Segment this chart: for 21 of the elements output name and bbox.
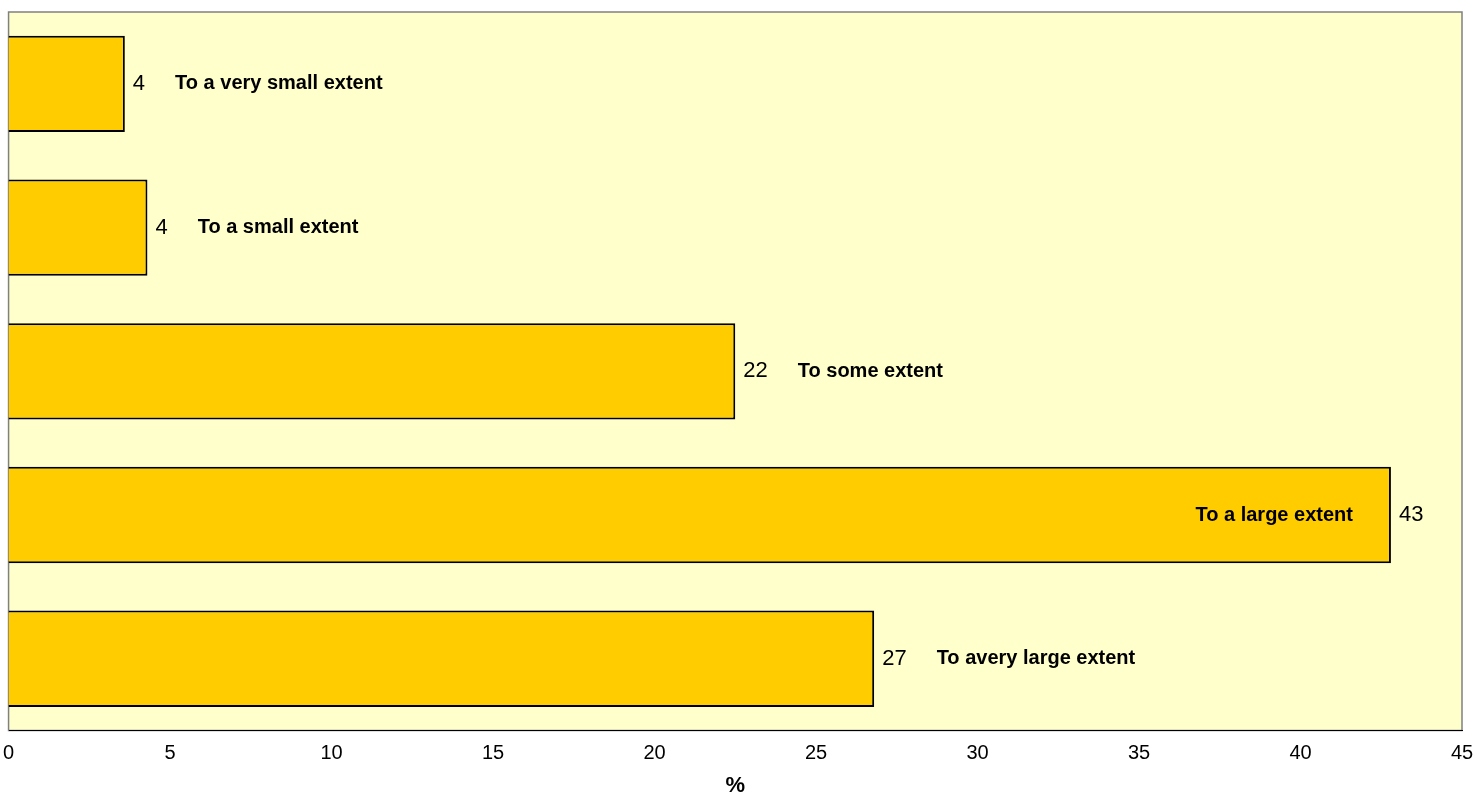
x-tick-label: 25 bbox=[804, 741, 828, 764]
data-label: 4 bbox=[132, 69, 146, 95]
x-tick-label: 0 bbox=[3, 741, 15, 764]
y-tick-label: To a very small extent bbox=[175, 71, 383, 94]
x-tick-label: 15 bbox=[481, 741, 505, 764]
y-tick-label: To avery large extent bbox=[936, 646, 1136, 669]
y-tick-label: To a small extent bbox=[197, 215, 359, 238]
y-tick-label: To a large extent bbox=[1195, 502, 1354, 525]
x-tick-label: 45 bbox=[1450, 741, 1474, 764]
y-tick-label: To some extent bbox=[797, 358, 944, 381]
x-tick-label: 40 bbox=[1289, 741, 1312, 764]
data-label: 4 bbox=[155, 213, 168, 239]
x-axis-title: % bbox=[725, 771, 746, 797]
x-tick-label: 20 bbox=[643, 741, 666, 764]
data-label: 27 bbox=[882, 644, 907, 670]
x-tick-label: 35 bbox=[1127, 741, 1151, 764]
data-label: 22 bbox=[743, 357, 768, 383]
data-label: 43 bbox=[1398, 501, 1424, 527]
x-tick-label: 5 bbox=[164, 741, 176, 764]
x-tick-label: 10 bbox=[320, 741, 343, 764]
x-tick-label: 30 bbox=[966, 741, 989, 764]
